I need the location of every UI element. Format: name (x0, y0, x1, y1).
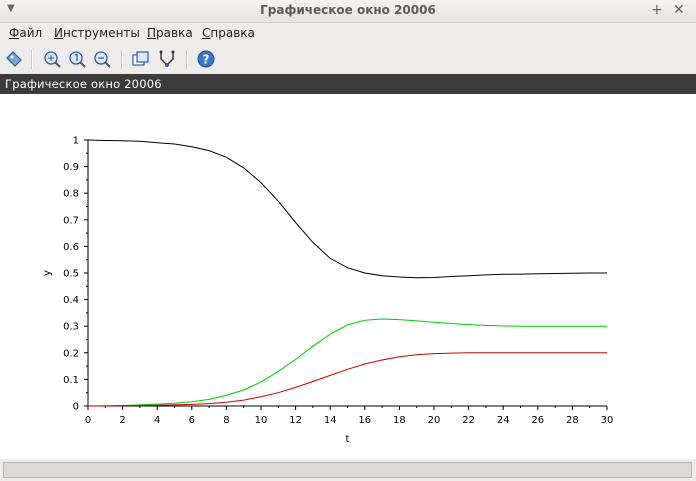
menu-file[interactable]: Файл (9, 26, 43, 40)
x-tick-label: 22 (462, 415, 475, 426)
y-tick-label: 0.6 (63, 242, 79, 253)
rotate-icon[interactable] (131, 49, 151, 69)
maximize-icon[interactable]: + (651, 2, 663, 18)
x-tick-label: 30 (601, 415, 614, 426)
x-tick-label: 28 (566, 415, 579, 426)
menu-tools[interactable]: Инструменты (54, 26, 140, 40)
y-tick-label: 0.1 (63, 375, 79, 386)
title-bar: ▼ Графическое окно 20006 + ✕ (0, 0, 696, 23)
line-chart: 0 2 4 6 8 10 12 14 16 18 20 22 24 26 28 3000.10.20.30.4… (42, 136, 614, 446)
figure-header: Графическое окно 20006 (0, 74, 696, 94)
series-line-3 (88, 352, 607, 407)
y-tick-label: 0.2 (63, 348, 79, 359)
x-tick-label: 14 (324, 415, 337, 426)
zoom-out-icon[interactable] (92, 49, 112, 69)
y-tick-label: 1 (73, 136, 79, 147)
x-tick-label: 16 (358, 415, 371, 426)
y-tick-label: 0.9 (63, 162, 79, 173)
status-bar (3, 462, 692, 478)
menu-edit[interactable]: Правка (147, 26, 193, 40)
figure-header-title: Графическое окно 20006 (5, 77, 162, 91)
y-tick-label: 0.7 (63, 215, 79, 226)
x-tick-label: 24 (497, 415, 510, 426)
toolbar-separator (186, 50, 188, 69)
x-tick-label: 0 (85, 415, 91, 426)
y-tick-label: 0.8 (63, 189, 79, 200)
x-tick-label: 20 (428, 415, 441, 426)
x-tick-label: 12 (289, 415, 302, 426)
plot-canvas[interactable]: 0 2 4 6 8 10 12 14 16 18 20 22 24 26 28 30 0 0.1 0.2 0.3 0.4… (0, 94, 696, 459)
menu-bar: Файл Инструменты Правка Справка (0, 23, 696, 45)
toolbar-separator (31, 50, 33, 69)
datatip-icon[interactable] (4, 49, 24, 69)
x-tick-label: 18 (393, 415, 406, 426)
window-title: Графическое окно 20006 (260, 3, 436, 17)
y-axis-label: y (42, 270, 53, 276)
menu-help[interactable]: Справка (202, 26, 255, 40)
y-tick-label: 0 (73, 402, 79, 413)
series-line-2 (87, 318, 607, 407)
window-menu-icon[interactable]: ▼ (7, 3, 15, 14)
zoom-region-icon[interactable] (42, 49, 62, 69)
y-tick-label: 0.4 (63, 295, 79, 306)
toolbar: ? (0, 46, 696, 73)
y-tick-label: 0.5 (63, 269, 79, 280)
x-axis-label: t (346, 434, 350, 445)
help-icon[interactable]: ? (196, 49, 216, 69)
close-icon[interactable]: ✕ (673, 2, 685, 18)
zoom-original-icon[interactable] (67, 49, 87, 69)
datatip-manager-icon[interactable] (157, 49, 177, 69)
x-tick-label: 4 (154, 415, 160, 426)
x-tick-label: 10 (255, 415, 268, 426)
series-line-1 (87, 139, 607, 279)
x-tick-label: 26 (531, 415, 544, 426)
svg-text:?: ? (203, 53, 210, 67)
x-tick-label: 8 (223, 415, 229, 426)
x-tick-label: 2 (119, 415, 125, 426)
y-tick-label: 0.3 (63, 322, 79, 333)
toolbar-separator (121, 50, 123, 69)
x-tick-label: 6 (189, 415, 195, 426)
